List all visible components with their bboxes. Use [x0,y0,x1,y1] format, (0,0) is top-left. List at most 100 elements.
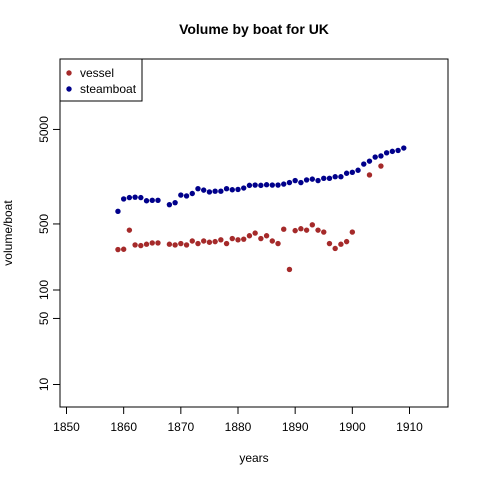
point-steamboat [286,179,293,186]
point-steamboat [361,161,367,167]
x-tick-label: 1850 [53,420,80,434]
point-vessel [223,240,230,247]
data-points [115,145,407,273]
point-steamboat [258,182,264,189]
x-tick-label: 1870 [167,420,194,434]
point-vessel [321,229,327,235]
point-steamboat [389,148,396,155]
x-tick-label: 1890 [282,420,309,434]
point-steamboat [132,194,138,200]
point-steamboat [309,176,316,182]
point-vessel [212,238,218,245]
chart-title: Volume by boat for UK [179,21,329,37]
point-steamboat [246,182,253,189]
point-steamboat [178,192,184,198]
x-axis: 1850 1860 1870 1880 1890 1900 1910 [53,407,423,434]
point-steamboat [269,182,275,188]
point-steamboat [183,193,190,199]
point-steamboat [229,187,235,193]
point-vessel [332,245,338,252]
point-steamboat [355,167,361,173]
point-vessel [366,172,373,178]
point-steamboat [343,170,350,176]
point-vessel [229,235,235,242]
point-steamboat [292,177,298,184]
point-vessel [235,237,241,243]
point-vessel [138,242,144,249]
point-steamboat [263,182,270,188]
x-tick-label: 1910 [396,420,423,434]
legend: vessel steamboat [59,58,143,102]
point-vessel [183,242,190,248]
point-vessel [326,240,333,247]
point-vessel [195,240,201,247]
point-vessel [149,240,155,246]
point-vessel [172,242,178,248]
point-vessel [189,238,195,244]
point-vessel [120,246,127,252]
point-steamboat [303,177,310,183]
legend-label-steamboat: steamboat [80,82,137,96]
point-vessel [292,227,298,234]
point-steamboat [189,190,195,197]
point-steamboat [201,187,207,193]
point-steamboat [383,150,390,156]
point-vessel [155,240,161,246]
point-vessel [315,227,321,233]
y-tick-label: 10 [37,378,51,392]
x-tick-label: 1900 [339,420,366,434]
point-vessel [286,266,293,273]
point-steamboat [241,185,247,191]
point-vessel [166,241,173,247]
legend-label-vessel: vessel [80,66,114,80]
point-steamboat [223,186,230,192]
y-tick-label: 500 [37,214,51,234]
point-vessel [201,238,207,244]
point-vessel [269,238,275,244]
point-steamboat [206,189,213,195]
point-steamboat [372,154,378,160]
point-steamboat [401,145,407,151]
point-vessel [115,246,121,253]
point-vessel [206,239,213,245]
point-vessel [343,238,350,245]
point-steamboat [166,201,173,208]
point-steamboat [315,177,321,184]
y-tick-label: 5000 [37,116,51,143]
y-tick-label: 50 [37,311,51,325]
point-steamboat [212,188,218,194]
x-tick-label: 1880 [225,420,252,434]
point-steamboat [326,175,333,182]
point-steamboat [115,208,121,215]
point-steamboat [332,174,338,180]
point-steamboat [366,158,373,164]
plot-area [59,58,449,408]
point-steamboat [126,194,133,201]
point-vessel [241,236,247,242]
legend-marker-steamboat [66,86,72,92]
point-vessel [281,226,287,232]
point-steamboat [235,186,241,193]
point-vessel [218,237,224,243]
point-steamboat [155,197,161,203]
point-steamboat [138,194,144,201]
point-vessel [132,242,138,248]
y-axis: 10 50 100 500 5000 [37,116,60,391]
y-tick-label: 100 [37,280,51,300]
point-vessel [349,229,356,235]
point-steamboat [395,147,401,154]
point-steamboat [298,179,304,186]
point-vessel [338,241,344,247]
point-vessel [303,227,310,233]
point-vessel [258,235,264,242]
point-vessel [275,240,281,247]
point-vessel [126,227,133,233]
point-steamboat [275,182,281,188]
point-steamboat [218,188,224,194]
point-vessel [143,241,150,247]
point-vessel [378,163,384,169]
x-tick-label: 1860 [110,420,137,434]
point-steamboat [172,199,178,206]
point-vessel [298,226,304,232]
